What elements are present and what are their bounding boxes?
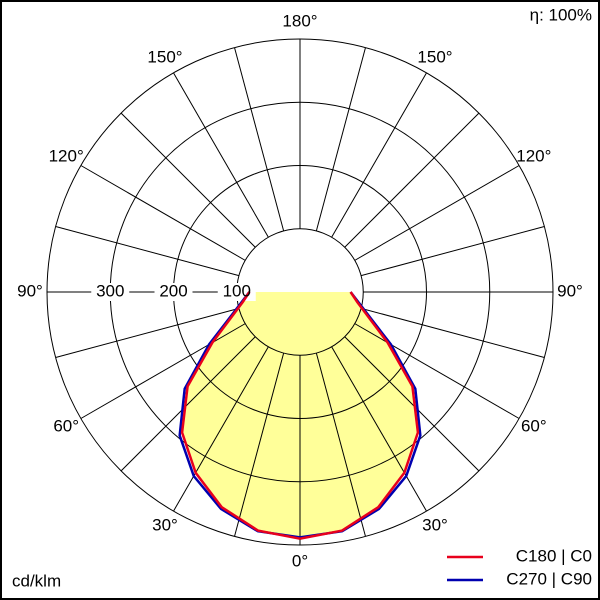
spoke xyxy=(354,165,520,261)
angle-tick-label: 90° xyxy=(557,281,583,300)
spoke xyxy=(80,165,246,261)
spoke xyxy=(354,323,520,419)
r-tick-label: 200 xyxy=(159,281,187,300)
spoke xyxy=(55,226,240,277)
spoke xyxy=(331,346,427,512)
spoke xyxy=(360,226,545,277)
spoke xyxy=(344,336,480,472)
angle-tick-label: 120° xyxy=(516,146,551,165)
angle-tick-label: 30° xyxy=(152,515,178,534)
intensity-curve xyxy=(299,291,420,540)
spoke xyxy=(315,47,366,232)
spoke xyxy=(120,112,256,248)
label-bg xyxy=(154,283,193,301)
spoke xyxy=(234,352,285,537)
spoke xyxy=(173,72,269,238)
spoke xyxy=(315,352,366,537)
angle-tick-label: 90° xyxy=(17,281,43,300)
r-tick-label: 300 xyxy=(96,281,124,300)
spoke xyxy=(344,112,480,248)
legend-label: C180 | C0 xyxy=(516,546,592,565)
intensity-curve xyxy=(180,291,301,540)
label-bg xyxy=(91,283,130,301)
angle-tick-label: 30° xyxy=(422,515,448,534)
r-tick-label: 100 xyxy=(223,281,251,300)
spoke xyxy=(360,307,545,358)
angle-tick-label: 120° xyxy=(49,146,84,165)
angle-tick-label: 150° xyxy=(417,48,452,67)
spoke xyxy=(173,346,269,512)
unit-label: cd/klm xyxy=(12,571,61,590)
angle-tick-label: 60° xyxy=(53,416,79,435)
angle-tick-label: 0° xyxy=(292,551,308,570)
legend-label: C270 | C90 xyxy=(506,569,592,588)
spoke xyxy=(120,336,256,472)
angle-tick-label: 150° xyxy=(147,48,182,67)
angle-tick-label: 60° xyxy=(521,416,547,435)
efficiency: η: 100% xyxy=(530,5,592,24)
spoke xyxy=(234,47,285,232)
angle-tick-label: 180° xyxy=(282,11,317,30)
spoke xyxy=(331,72,427,238)
spoke xyxy=(80,323,246,419)
spoke xyxy=(55,307,240,358)
